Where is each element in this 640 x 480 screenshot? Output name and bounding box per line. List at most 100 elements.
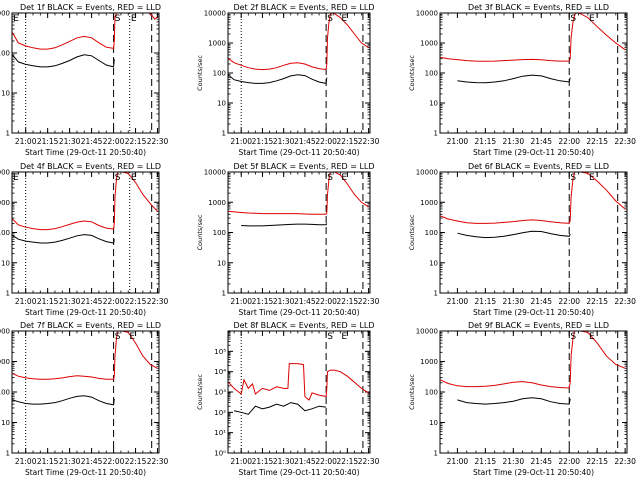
plot-frame <box>439 330 628 454</box>
x-tick-label: 21:45 <box>294 457 316 466</box>
x-tick-label: 22:00 <box>315 457 337 466</box>
x-tick-label: 21:30 <box>59 137 81 146</box>
x-tick-label: 21:45 <box>294 297 316 306</box>
y-tick-label: 1000 <box>208 199 226 207</box>
x-tick-label: 21:00 <box>15 137 37 146</box>
panel-title: Det 3f BLACK = Events, RED = LLD <box>468 3 609 12</box>
y-tick-label: 10000 <box>204 10 226 18</box>
y-tick-label: 100 <box>0 389 10 397</box>
x-tick-label: 22:00 <box>558 297 580 306</box>
events-series-line <box>233 402 327 415</box>
panel-title: Det 1f BLACK = Events, RED = LLD <box>20 3 161 12</box>
y-tick-label: 1000 <box>0 358 10 366</box>
y-tick-label: 10 <box>429 259 438 267</box>
x-tick-label: 22:30 <box>358 137 380 146</box>
time-marker-letter: S <box>570 14 576 24</box>
x-tick-label: 22:30 <box>147 137 169 146</box>
y-tick-label: 1 <box>434 290 438 298</box>
detector-panel-2: Det 2f BLACK = Events, RED = LLD Counts/s… <box>196 3 380 157</box>
x-tick-label: 21:00 <box>15 297 37 306</box>
time-marker-letter: S <box>115 14 121 24</box>
lld-series-line <box>12 171 158 231</box>
y-tick-label: 10³ <box>214 389 226 397</box>
x-tick-label: 22:15 <box>337 457 359 466</box>
y-tick-label: 10000 <box>416 169 438 177</box>
time-marker-letter: S <box>327 173 333 183</box>
x-tick-label: 22:15 <box>125 137 147 146</box>
time-marker-letter: E <box>13 173 19 183</box>
y-tick-label: 10000 <box>416 10 438 18</box>
x-tick-label: 21:15 <box>252 137 274 146</box>
x-tick-label: 21:30 <box>59 297 81 306</box>
y-tick-label: 10000 <box>416 328 438 336</box>
time-marker-letter: E <box>589 14 595 24</box>
events-series-line <box>12 395 115 406</box>
y-tick-label: 100 <box>425 70 438 78</box>
x-tick-label: 21:30 <box>502 137 524 146</box>
x-tick-label: 22:00 <box>558 457 580 466</box>
time-marker-letter: S <box>327 14 333 24</box>
y-tick-label: 10 <box>217 259 226 267</box>
y-axis-label: Counts/sec <box>408 214 416 250</box>
events-series-line <box>12 234 115 244</box>
x-tick-label: 21:00 <box>447 137 469 146</box>
plot-frame <box>11 330 160 454</box>
x-tick-label: 22:15 <box>125 457 147 466</box>
detector-panel-1: Det 1f BLACK = Events, RED = LLDCounts/s… <box>0 3 169 157</box>
plot-frame <box>11 171 160 294</box>
time-marker-letter: S <box>570 332 576 342</box>
x-tick-label: 21:15 <box>252 457 274 466</box>
lld-series-line <box>228 12 369 71</box>
x-tick-label: 21:00 <box>447 297 469 306</box>
x-tick-label: 22:00 <box>315 297 337 306</box>
x-tick-label: 22:00 <box>103 457 125 466</box>
events-series-line <box>457 74 571 84</box>
x-tick-label: 22:30 <box>614 137 636 146</box>
y-tick-label: 1 <box>222 130 226 138</box>
x-tick-label: 21:15 <box>37 137 59 146</box>
time-marker-letter: E <box>341 332 347 342</box>
x-tick-label: 22:30 <box>358 297 380 306</box>
lld-series-line <box>228 363 369 401</box>
events-series-line <box>241 223 328 227</box>
time-marker-letter: S <box>570 173 576 183</box>
time-marker-letter: S <box>115 173 121 183</box>
panel-title: Det 6f BLACK = Events, RED = LLD <box>468 162 609 171</box>
plot-frame <box>227 330 371 454</box>
events-series-line <box>12 54 115 68</box>
y-tick-label: 100 <box>425 229 438 237</box>
y-tick-label: 1000 <box>420 199 438 207</box>
y-tick-label: 10 <box>429 100 438 108</box>
y-tick-label: 100 <box>213 70 226 78</box>
y-tick-label: 10² <box>214 409 226 417</box>
time-marker-letter: E <box>13 14 19 24</box>
y-tick-label: 10⁴ <box>214 368 226 376</box>
x-tick-label: 21:00 <box>15 457 37 466</box>
x-axis-label: Start Time (29-Oct-11 20:50:40) <box>238 308 359 317</box>
x-axis-label: Start Time (29-Oct-11 20:50:40) <box>473 468 594 477</box>
x-tick-label: 22:00 <box>315 137 337 146</box>
y-tick-label: 10 <box>217 100 226 108</box>
y-tick-label: 100 <box>213 229 226 237</box>
x-tick-label: 22:15 <box>586 457 608 466</box>
y-tick-label: 100 <box>0 50 10 58</box>
panel-title: Det 7f BLACK = Events, RED = LLD <box>20 321 161 330</box>
plot-frame <box>439 171 628 294</box>
events-series-line <box>457 230 571 239</box>
x-tick-label: 22:15 <box>337 137 359 146</box>
y-tick-label: 10 <box>1 419 10 427</box>
x-tick-label: 21:30 <box>59 457 81 466</box>
time-marker-letter: E <box>341 14 347 24</box>
events-series-line <box>228 74 328 84</box>
x-tick-label: 21:00 <box>447 457 469 466</box>
panel-title: Det 4f BLACK = Events, RED = LLD <box>20 162 161 171</box>
x-axis-label: Start Time (29-Oct-11 20:50:40) <box>473 148 594 157</box>
x-tick-label: 22:15 <box>586 137 608 146</box>
y-tick-label: 1000 <box>208 40 226 48</box>
panel-title: Det 8f BLACK = Events, RED = LLD <box>233 321 374 330</box>
y-tick-label: 1 <box>6 290 10 298</box>
plot-frame <box>11 12 160 134</box>
time-marker-letter: E <box>131 14 137 24</box>
x-tick-label: 22:15 <box>586 297 608 306</box>
